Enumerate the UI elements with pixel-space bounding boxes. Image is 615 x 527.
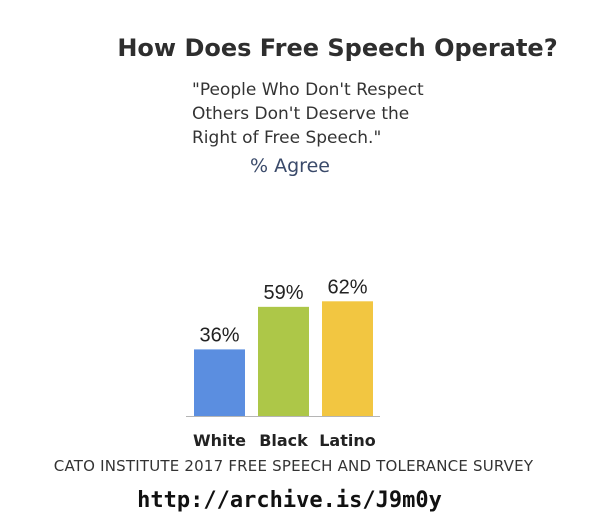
x-tick-black: Black	[259, 431, 308, 450]
bar-value-black: 59%	[263, 282, 303, 304]
bar-value-latino: 62%	[327, 276, 367, 298]
chart-quote: "People Who Don't Respect Others Don't D…	[192, 80, 424, 148]
chart-title: How Does Free Speech Operate?	[117, 34, 558, 62]
source-note: CATO INSTITUTE 2017 FREE SPEECH AND TOLE…	[53, 457, 534, 475]
archive-url: http://archive.is/J9m0y	[137, 488, 442, 513]
bar-value-white: 36%	[199, 324, 239, 346]
bar-latino	[322, 301, 373, 416]
x-tick-white: White	[193, 431, 246, 450]
bar-black	[258, 306, 309, 416]
x-tick-latino: Latino	[319, 431, 376, 450]
chart-subtitle: % Agree	[250, 155, 330, 177]
bar-white	[194, 349, 245, 416]
